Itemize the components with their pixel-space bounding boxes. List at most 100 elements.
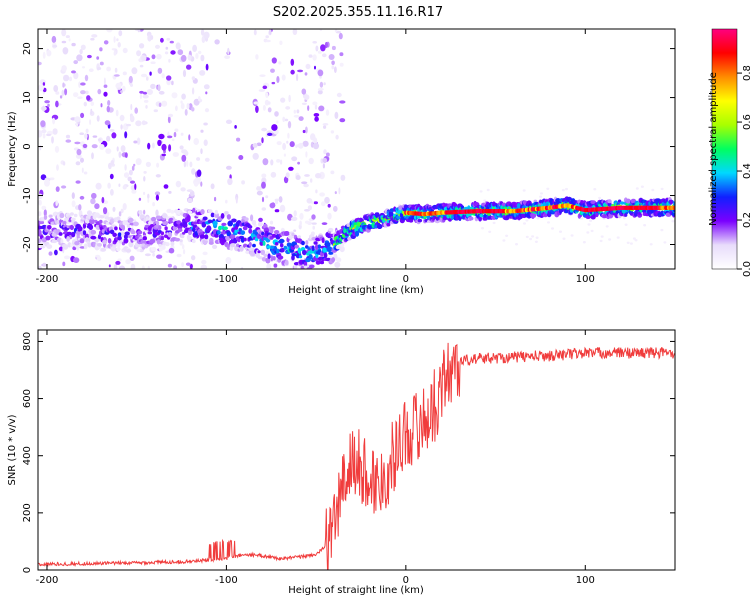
spectrogram-noise-cell	[325, 109, 330, 116]
spectrogram-noise-cell	[199, 70, 206, 76]
spectrogram-noise-cell	[38, 211, 42, 217]
spectrogram-noise-cell	[302, 129, 306, 134]
spectrogram-noise-cell	[83, 101, 88, 107]
spectrogram-noise-cell	[205, 91, 208, 95]
spectrogram-noise-cell	[80, 44, 86, 50]
spectrogram-noise-cell	[314, 116, 319, 122]
spectrogram-noise-cell	[139, 64, 144, 68]
spectrogram-noise-cell	[75, 180, 81, 184]
spectrogram-ridge-cell	[331, 257, 336, 263]
spectrogram-ridge-cell	[90, 235, 97, 240]
colorbar-tick-label: 0.4	[742, 163, 750, 179]
spectrogram-ridge-cell	[191, 239, 196, 244]
spectrogram-noise-cell	[282, 142, 286, 151]
spectrogram-noise-cell	[150, 35, 154, 40]
spectrogram-noise-cell	[131, 165, 135, 171]
spectrogram-noise-cell	[129, 115, 135, 123]
spectrogram-noise-cell	[122, 85, 126, 92]
spectrogram-noise-cell	[143, 191, 146, 195]
spectrogram-noise-cell	[126, 123, 131, 127]
spectrogram-noise-cell	[175, 105, 178, 112]
spectrogram-ridge-cell	[347, 236, 352, 241]
spectrogram-noise-cell	[241, 180, 246, 185]
spectrogram-ridge-cell	[136, 248, 141, 252]
spectrogram-noise-cell	[267, 101, 271, 105]
spectrogram-noise-cell	[308, 54, 313, 58]
spectrogram-noise-cell	[76, 54, 83, 62]
spectrogram-noise-cell	[663, 241, 667, 244]
spectrogram-ridge-cell	[192, 227, 196, 233]
spectrogram-noise-cell	[589, 219, 593, 222]
spectrogram-noise-cell	[280, 159, 283, 165]
spectrogram-noise-cell	[220, 231, 227, 235]
spectrogram-noise-cell	[261, 181, 266, 189]
spectrogram-noise-cell	[154, 191, 161, 196]
spectrogram-ridge-cell	[124, 231, 130, 236]
spectrogram-ridge-cell	[240, 230, 246, 236]
spectrogram-noise-cell	[107, 182, 111, 189]
spectrogram-noise-cell	[319, 192, 325, 197]
spectrogram-noise-cell	[328, 54, 335, 60]
spectrogram-noise-cell	[80, 112, 85, 119]
y-tick-label: 400	[22, 446, 33, 465]
spectrogram-noise-cell	[339, 100, 346, 104]
spectrogram-noise-cell	[315, 189, 318, 194]
spectrogram-noise-cell	[118, 211, 122, 217]
spectrogram-noise-cell	[64, 88, 68, 96]
colorbar-tick-label: 0.0	[742, 261, 750, 277]
spectrogram-noise-cell	[127, 176, 132, 182]
spectrogram-noise-cell	[281, 74, 286, 81]
spectrogram-noise-cell	[74, 116, 81, 123]
spectrogram-noise-cell	[293, 109, 296, 114]
spectrogram-noise-cell	[629, 242, 633, 245]
spectrogram-noise-cell	[46, 133, 52, 137]
spectrogram-ridge-cell	[238, 228, 242, 232]
spectrogram-ridge-cell	[271, 233, 277, 238]
spectrogram-noise-cell	[55, 100, 59, 108]
spectrogram-noise-cell	[84, 74, 89, 82]
spectrogram-ridge-cell	[210, 212, 215, 218]
spectrogram-noise-cell	[303, 183, 309, 188]
spectrogram-noise-cell	[291, 216, 298, 221]
spectrogram-noise-cell	[274, 111, 279, 117]
spectrogram-noise-cell	[270, 171, 277, 178]
spectrogram-noise-cell	[87, 54, 92, 59]
spectrogram-noise-cell	[189, 161, 193, 168]
spectrogram-ridge-cell	[167, 231, 173, 238]
spectrogram-ridge-cell	[354, 230, 360, 237]
spectrogram-noise-cell	[110, 160, 115, 166]
spectrogram-noise-cell	[84, 90, 89, 95]
spectrogram-ridge-cell	[207, 219, 213, 224]
spectrogram-noise-cell	[291, 156, 298, 162]
spectrogram-noise-cell	[163, 184, 169, 189]
spectrogram-ridge-cell	[214, 209, 218, 215]
spectrogram-noise-cell	[651, 188, 655, 192]
spectrogram-noise-cell	[61, 65, 67, 72]
spectrogram-noise-cell	[593, 188, 597, 191]
spectrogram-noise-cell	[293, 114, 300, 118]
spectrogram-noise-cell	[167, 113, 174, 118]
spectrogram-noise-cell	[276, 76, 280, 83]
spectrogram-noise-cell	[605, 225, 609, 228]
spectrogram-noise-cell	[174, 128, 179, 132]
spectrogram-ridge-cell	[221, 222, 227, 226]
spectrogram-noise-cell	[116, 38, 119, 42]
spectrogram-noise-cell	[125, 259, 131, 265]
spectrogram-noise-cell	[41, 205, 47, 210]
spectrogram-noise-cell	[312, 54, 317, 61]
spectrogram-noise-cell	[139, 90, 144, 94]
spectrogram-noise-cell	[338, 187, 341, 195]
spectrogram-noise-cell	[304, 174, 310, 177]
spectrogram-noise-cell	[252, 143, 258, 148]
spectrogram-ridge-cell	[160, 236, 164, 241]
spectrogram-ridge-cell	[417, 218, 423, 223]
spectrogram-ridge-cell	[388, 211, 394, 217]
y-tick-label: 0	[22, 567, 33, 573]
spectrogram-noise-cell	[129, 255, 135, 261]
spectrogram-noise-cell	[96, 256, 102, 262]
spectrogram-noise-cell	[525, 235, 529, 239]
spectrogram-ridge-cell	[313, 241, 318, 245]
spectrogram-ridge-cell	[69, 224, 74, 231]
spectrogram-noise-cell	[270, 255, 274, 262]
spectrogram-noise-cell	[288, 166, 294, 171]
